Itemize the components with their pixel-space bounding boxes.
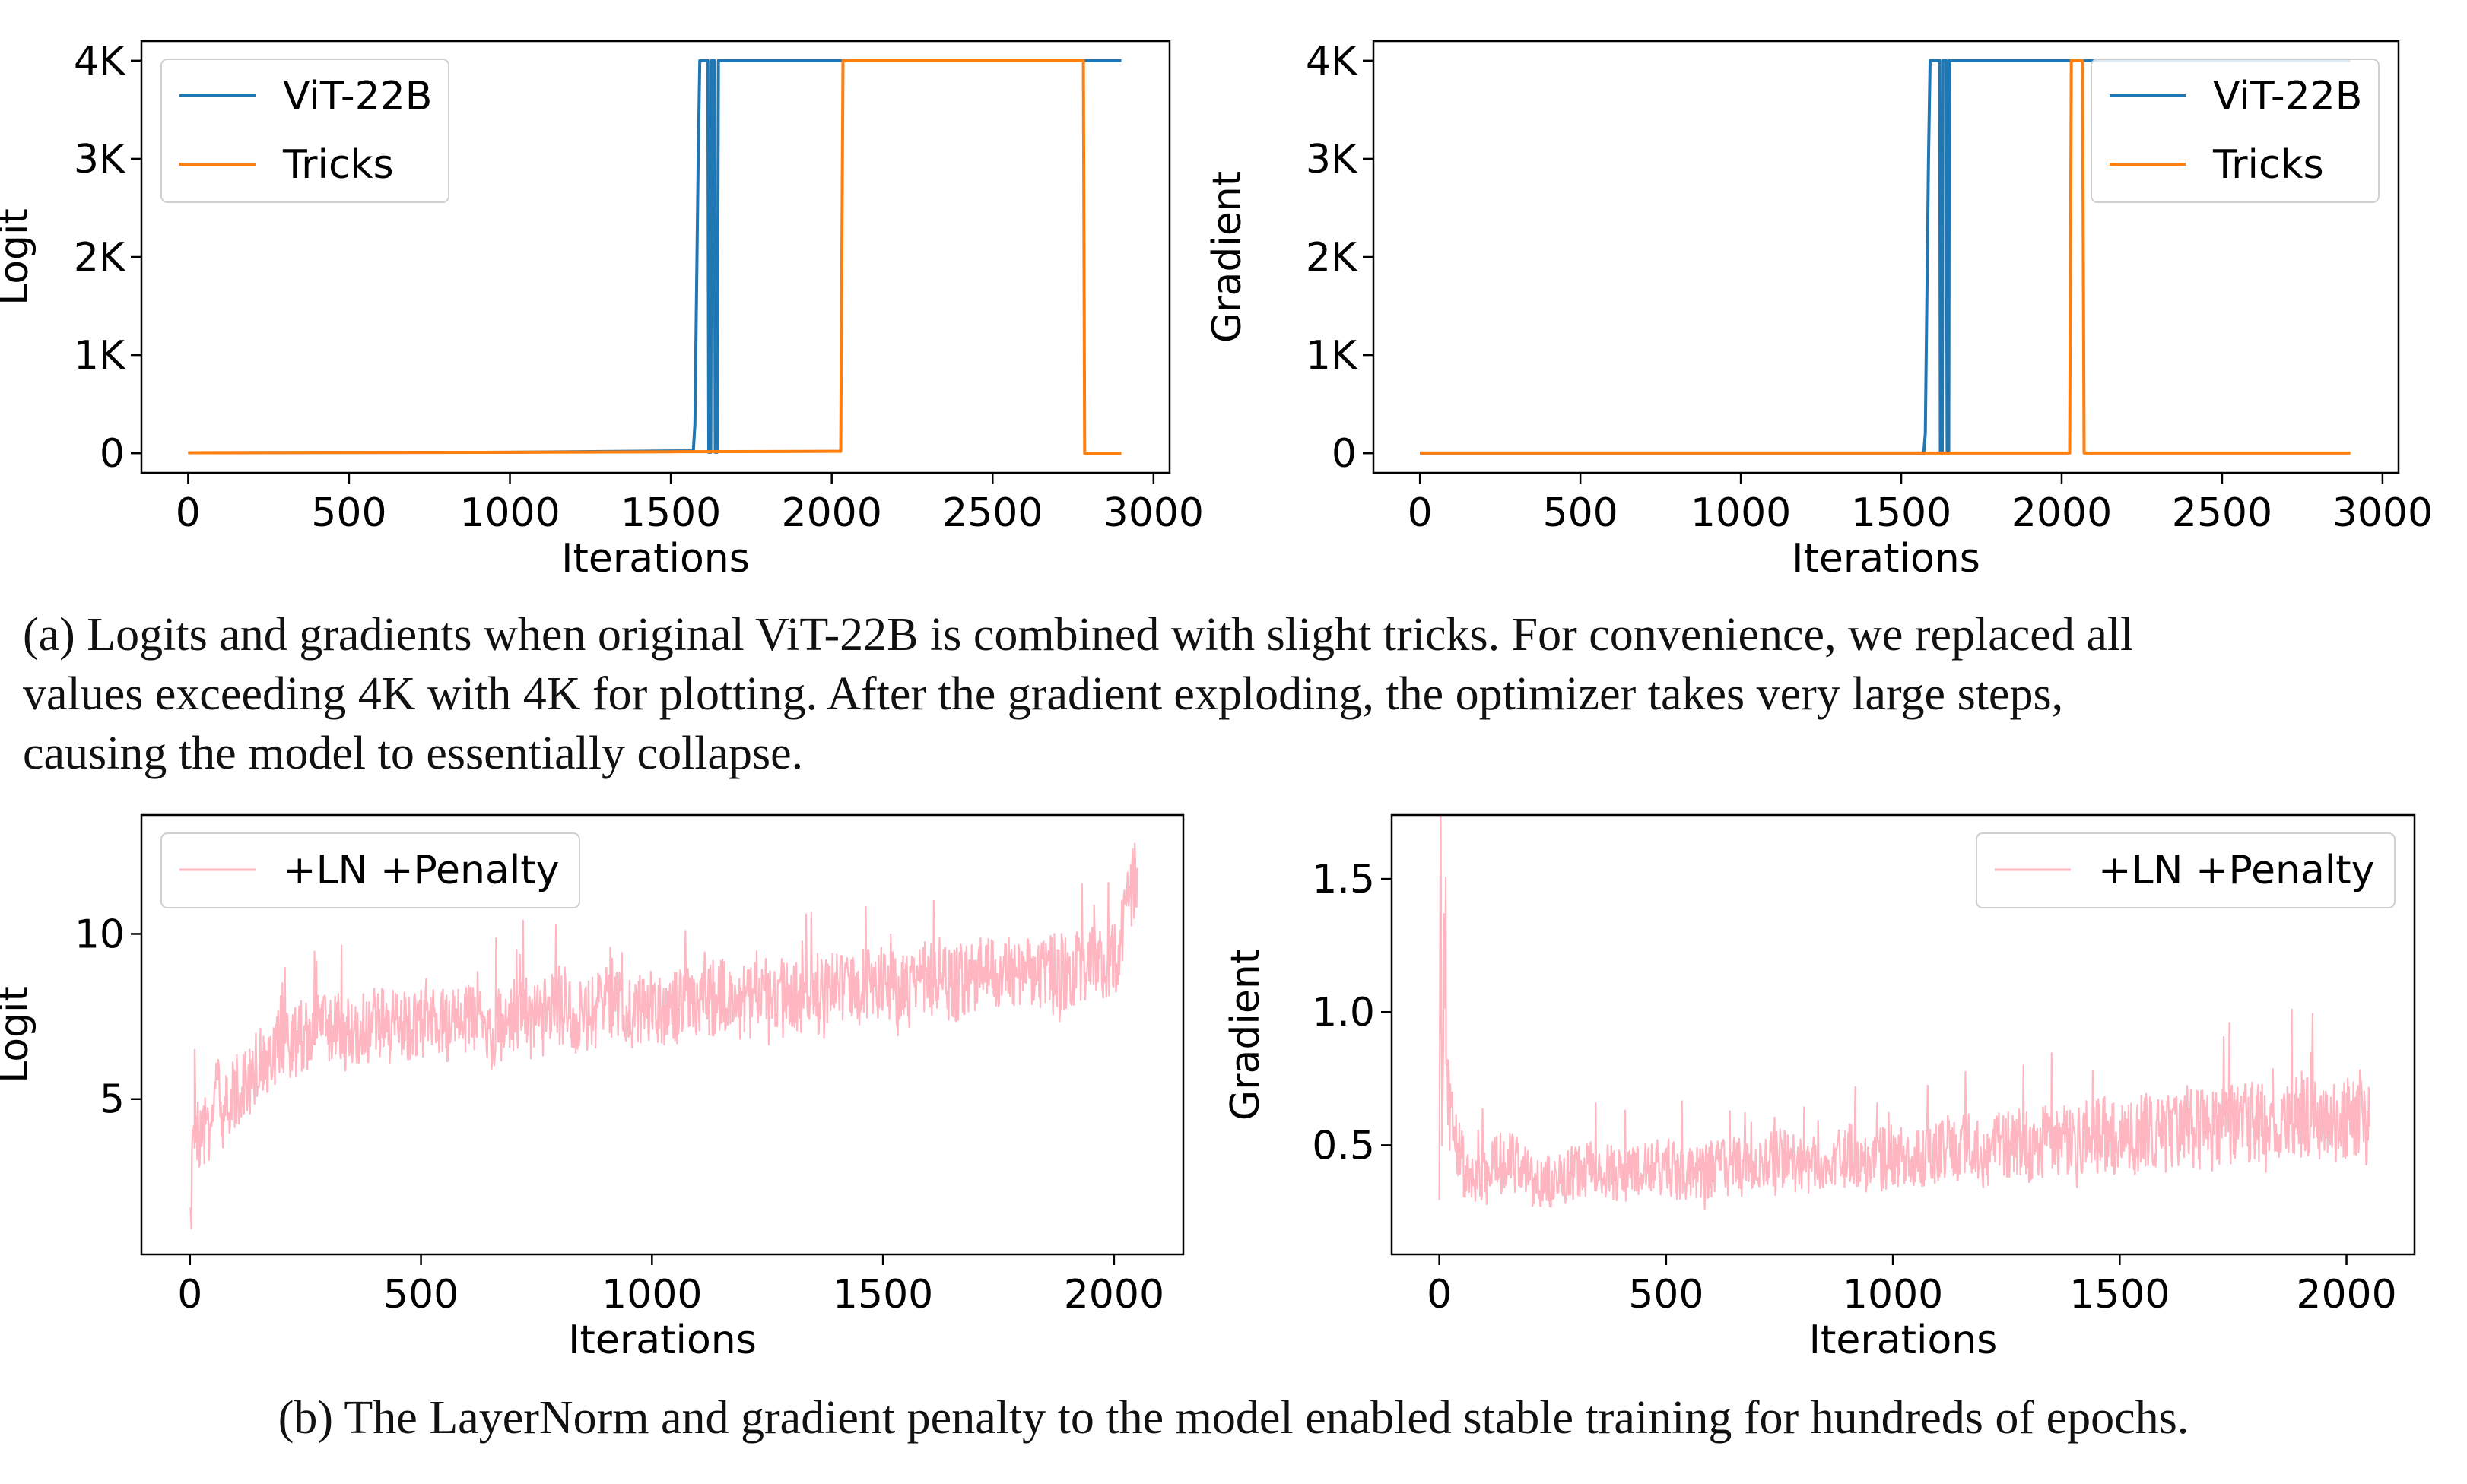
- x-tick-label: 2500: [942, 490, 1043, 536]
- x-tick-label: 1000: [1843, 1272, 1943, 1318]
- caption-a: (a) Logits and gradients when original V…: [23, 605, 2133, 783]
- y-tick-label: 3K: [1306, 137, 1358, 182]
- series-line-2: [188, 59, 1122, 455]
- logit-vs-iterations-bottom-chart: 0 500 1000 1500 2000 5 10 Iterations Logit +LN +P…: [0, 792, 1214, 1391]
- legend-label: ViT-22B: [2213, 74, 2362, 119]
- legend-label: +LN +Penalty: [2098, 848, 2374, 893]
- y-tick-label: 1K: [1306, 333, 1358, 379]
- legend-label: +LN +Penalty: [283, 848, 559, 893]
- x-tick-label: 3000: [2332, 490, 2433, 536]
- y-tick-label: 0: [100, 431, 125, 477]
- x-tick-label: 1000: [459, 490, 560, 536]
- x-tick-label: 1000: [1691, 490, 1791, 536]
- y-axis-label: Logit: [0, 986, 37, 1083]
- y-axis-label: Gradient: [1223, 949, 1268, 1121]
- chart-svg: 0 500 1000 1500 2000 0.5 1.0 1.5 Iterations Gradi…: [1223, 813, 2416, 1363]
- y-tick-label: 0.5: [1312, 1123, 1375, 1168]
- y-axis-label: Gradient: [1205, 171, 1250, 343]
- x-tick-label: 500: [1628, 1272, 1703, 1318]
- x-axis-label: Iterations: [1792, 536, 1980, 582]
- gradient-vs-iterations-bottom-chart: 0 500 1000 1500 2000 0.5 1.0 1.5 Iterations Gradi…: [1217, 792, 2445, 1391]
- y-tick-label: 4K: [1306, 39, 1358, 84]
- y-tick-label: 4K: [74, 39, 126, 84]
- y-tick-label: 1.5: [1312, 857, 1375, 902]
- y-tick-label: 2K: [74, 235, 126, 281]
- caption-a-line-3: causing the model to essentially collaps…: [23, 728, 804, 779]
- x-tick-label: 2000: [2011, 490, 2112, 536]
- y-tick-label: 10: [75, 912, 125, 957]
- caption-a-line-1: (a) Logits and gradients when original V…: [23, 609, 2134, 661]
- series-line-1: [189, 842, 1138, 1230]
- chart-svg: 0 500 1000 1500 2000 5 10 Iterations Logit +LN +P…: [0, 813, 1185, 1363]
- y-axis-label: Logit: [0, 208, 37, 306]
- x-tick-label: 500: [311, 490, 386, 536]
- x-tick-label: 1500: [1851, 490, 1951, 536]
- x-tick-label: 500: [1542, 490, 1618, 536]
- caption-a-line-2: values exceeding 4K with 4K for plotting…: [23, 668, 2064, 720]
- x-tick-label: 0: [1408, 490, 1433, 536]
- x-tick-label: 3000: [1103, 490, 1204, 536]
- x-tick-label: 0: [1427, 1272, 1452, 1318]
- legend: ViT-22B Tricks: [2091, 59, 2380, 203]
- plot-frame: [140, 813, 1185, 1256]
- chart-svg: 0 500 1000 1500 2000 2500 3000 0 1K 2K 3K 4K Iterati…: [0, 39, 1204, 582]
- y-tick-label: 1.0: [1312, 990, 1375, 1035]
- x-axis-label: Iterations: [561, 536, 750, 582]
- x-tick-label: 1500: [2069, 1272, 2170, 1318]
- y-tick-label: 5: [100, 1077, 125, 1123]
- gradient-vs-iterations-top-chart: 0 500 1000 1500 2000 2500 3000 0 1K 2K 3K 4K Iterati…: [1199, 18, 2433, 610]
- chart-svg: 0 500 1000 1500 2000 2500 3000 0 1K 2K 3K 4K Iterati…: [1205, 39, 2433, 582]
- logit-vs-iterations-top-chart: 0 500 1000 1500 2000 2500 3000 0 1K 2K 3K 4K Iterati…: [0, 18, 1204, 610]
- x-tick-label: 1000: [602, 1272, 702, 1318]
- x-tick-label: 2000: [2296, 1272, 2396, 1318]
- plot-frame: [1390, 813, 2416, 1256]
- y-tick-label: 1K: [74, 333, 126, 379]
- legend-label: Tricks: [2212, 142, 2324, 188]
- x-tick-label: 2000: [1064, 1272, 1164, 1318]
- x-axis-label: Iterations: [1809, 1318, 1998, 1363]
- legend-label: Tricks: [282, 142, 394, 188]
- x-tick-label: 1500: [621, 490, 721, 536]
- y-tick-label: 3K: [74, 137, 126, 182]
- series-line-1: [1438, 815, 2370, 1211]
- x-tick-label: 1500: [833, 1272, 933, 1318]
- legend: ViT-22B Tricks: [160, 59, 449, 203]
- x-tick-label: 0: [177, 1272, 202, 1318]
- x-tick-label: 2000: [782, 490, 882, 536]
- x-tick-label: 500: [383, 1272, 459, 1318]
- y-tick-label: 2K: [1306, 235, 1358, 281]
- series-line-2: [1420, 59, 2351, 455]
- x-tick-label: 0: [176, 490, 201, 536]
- legend: +LN +Penalty: [160, 832, 580, 908]
- caption-b: (b) The LayerNorm and gradient penalty t…: [278, 1392, 2189, 1444]
- legend: +LN +Penalty: [1976, 832, 2396, 908]
- legend-label: ViT-22B: [283, 74, 432, 119]
- x-tick-label: 2500: [2172, 490, 2272, 536]
- x-axis-label: Iterations: [568, 1318, 757, 1363]
- y-tick-label: 0: [1332, 431, 1357, 477]
